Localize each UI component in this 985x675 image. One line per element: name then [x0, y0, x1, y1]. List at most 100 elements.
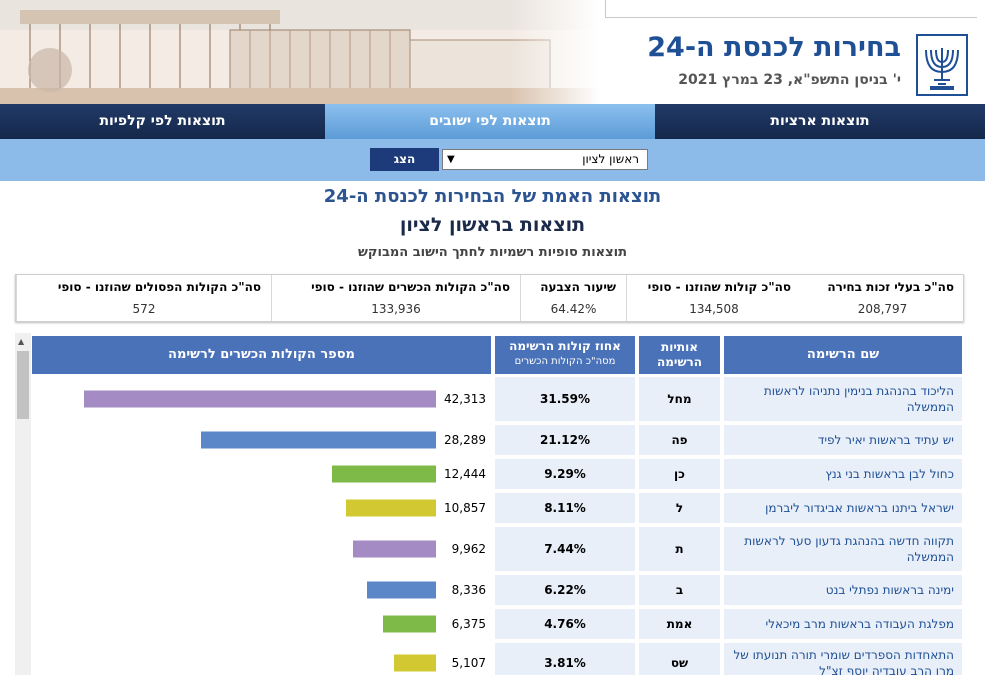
city-dropdown-value: ראשון לציון: [582, 152, 639, 166]
list-name: הליכוד בהנהגת בנימין נתניהו לראשות הממשל…: [724, 377, 962, 421]
list-votes-cell: 10,857: [32, 493, 491, 523]
list-vote-bar: [383, 615, 436, 633]
list-letters: פה: [639, 425, 720, 455]
list-vote-count: 9,962: [451, 542, 486, 556]
stat-label: סה"כ הקולות הפסולים שהוזנו - סופי: [57, 280, 261, 294]
list-vote-percent: 3.81%: [495, 643, 635, 675]
stat-label: סה"כ הקולות הכשרים שהוזנו - סופי: [311, 280, 510, 294]
list-letters: כן: [639, 459, 720, 489]
table-row[interactable]: מפלגת העבודה בראשות מרב מיכאלי אמת 4.76% 6,…: [32, 609, 962, 639]
stat-valid-votes: סה"כ הקולות הכשרים שהוזנו - סופי 133,936: [271, 275, 520, 321]
column-header-valid-votes: מספר הקולות הכשרים לרשימה: [32, 336, 491, 374]
stat-value: 134,508: [689, 302, 739, 316]
column-header-list-name: שם הרשימה: [724, 336, 962, 374]
list-vote-percent: 21.12%: [495, 425, 635, 455]
dropdown-arrow-icon[interactable]: ▼: [447, 154, 455, 165]
list-votes-cell: 28,289: [32, 425, 491, 455]
list-letters: אמת: [639, 609, 720, 639]
show-button[interactable]: הצג: [370, 148, 439, 171]
column-header-list-letters: אותיות הרשימה: [639, 336, 720, 374]
stat-value: 572: [132, 302, 156, 316]
stat-value: 133,936: [371, 302, 421, 316]
list-vote-percent: 4.76%: [495, 609, 635, 639]
main-tabs: תוצאות ארציות תוצאות לפי ישובים תוצאות ל…: [0, 104, 985, 139]
list-vote-bar: [346, 499, 436, 517]
stat-label: שיעור הצבעה: [540, 280, 616, 294]
list-vote-bar: [201, 431, 436, 449]
table-row[interactable]: ישראל ביתנו בראשות אביגדור ליברמן ל 8.11% 1…: [32, 493, 962, 523]
column-header-percent-sublabel: מסה"כ הקולות הכשרים: [514, 356, 616, 367]
list-vote-bar: [353, 540, 436, 558]
stat-label: סה"כ קולות שהוזנו - סופי: [647, 280, 791, 294]
list-letters: ל: [639, 493, 720, 523]
list-vote-percent: 7.44%: [495, 527, 635, 571]
stat-label: סה"כ בעלי זכות בחירה: [827, 280, 954, 294]
list-name: ימינה בראשות נפתלי בנט: [724, 575, 962, 605]
list-name: תקווה חדשה בהנהגת גדעון סער לראשות הממשל…: [724, 527, 962, 571]
column-header-percent: אחוז קולות הרשימה מסה"כ הקולות הכשרים: [495, 336, 635, 374]
list-votes-cell: 42,313: [32, 377, 491, 421]
list-name: ישראל ביתנו בראשות אביגדור ליברמן: [724, 493, 962, 523]
table-row[interactable]: ימינה בראשות נפתלי בנט ב 6.22% 8,336: [32, 575, 962, 605]
list-vote-count: 28,289: [444, 433, 486, 447]
table-row[interactable]: תקווה חדשה בהנהגת גדעון סער לראשות הממשל…: [32, 527, 962, 571]
list-letters: מחל: [639, 377, 720, 421]
list-vote-count: 10,857: [444, 501, 486, 515]
election-date: י' בניסן התשפ"א, 23 במרץ 2021: [678, 72, 901, 88]
table-row[interactable]: יש עתיד בראשות יאיר לפיד פה 21.12% 28,289: [32, 425, 962, 455]
list-name: כחול לבן בראשות בני גנץ: [724, 459, 962, 489]
scrollbar-thumb[interactable]: [17, 351, 29, 419]
stat-value: 64.42%: [550, 302, 597, 316]
list-letters: ת: [639, 527, 720, 571]
stat-votes-counted: סה"כ קולות שהוזנו - סופי 134,508: [626, 275, 801, 321]
stat-value: 208,797: [857, 302, 908, 316]
table-row[interactable]: כחול לבן בראשות בני גנץ כן 9.29% 12,444: [32, 459, 962, 489]
page-title: בחירות לכנסת ה-24: [647, 32, 901, 63]
stat-invalid-votes: סה"כ הקולות הפסולים שהוזנו - סופי 572: [16, 275, 271, 321]
list-vote-bar: [367, 581, 436, 599]
stat-turnout: שיעור הצבעה 64.42%: [520, 275, 626, 321]
city-selector-bar: ראשון לציון ▼ הצג: [0, 139, 985, 181]
results-main-title: תוצאות האמת של הבחירות לכנסת ה-24: [323, 186, 662, 207]
list-votes-cell: 8,336: [32, 575, 491, 605]
list-votes-cell: 12,444: [32, 459, 491, 489]
list-letters: ב: [639, 575, 720, 605]
table-row[interactable]: התאחדות הספרדים שומרי תורה תנועתו של מרן…: [32, 643, 962, 675]
list-vote-percent: 8.11%: [495, 493, 635, 523]
table-row[interactable]: הליכוד בהנהגת בנימין נתניהו לראשות הממשל…: [32, 377, 962, 421]
list-vote-bar: [394, 654, 436, 672]
vertical-scrollbar[interactable]: ▲: [15, 333, 31, 675]
tab-results-by-ballot-box[interactable]: תוצאות לפי קלפיות: [0, 104, 325, 139]
list-vote-count: 42,313: [444, 392, 486, 406]
list-votes-cell: 9,962: [32, 527, 491, 571]
list-vote-percent: 31.59%: [495, 377, 635, 421]
stat-eligible-voters: סה"כ בעלי זכות בחירה 208,797: [801, 275, 964, 321]
results-table: ▲ שם הרשימה אותיות הרשימה אחוז קולות הרש…: [15, 333, 970, 675]
results-subtitle: תוצאות סופיות רשמיות לחתך הישוב המבוקש: [358, 245, 627, 260]
scroll-up-arrow-icon[interactable]: ▲: [18, 337, 25, 346]
list-vote-count: 8,336: [451, 583, 486, 597]
knesset-building-banner: [0, 0, 600, 104]
list-vote-count: 12,444: [444, 467, 486, 481]
column-header-percent-label: אחוז קולות הרשימה: [509, 339, 621, 353]
list-name: יש עתיד בראשות יאיר לפיד: [724, 425, 962, 455]
tab-results-by-city[interactable]: תוצאות לפי ישובים: [325, 104, 655, 139]
tab-national-results[interactable]: תוצאות ארציות: [655, 104, 985, 139]
top-strip: [605, 0, 977, 18]
list-letters: שס: [639, 643, 720, 675]
list-votes-cell: 5,107: [32, 643, 491, 675]
list-vote-count: 6,375: [451, 617, 486, 631]
city-dropdown[interactable]: ראשון לציון ▼: [442, 149, 648, 170]
summary-stats: סה"כ בעלי זכות בחירה 208,797 סה"כ קולות …: [15, 274, 964, 322]
list-vote-percent: 6.22%: [495, 575, 635, 605]
list-vote-bar: [332, 465, 436, 483]
list-name: מפלגת העבודה בראשות מרב מיכאלי: [724, 609, 962, 639]
page-header: בחירות לכנסת ה-24 י' בניסן התשפ"א, 23 במ…: [0, 0, 985, 104]
list-name: התאחדות הספרדים שומרי תורה תנועתו של מרן…: [724, 643, 962, 675]
list-vote-count: 5,107: [451, 656, 486, 670]
list-votes-cell: 6,375: [32, 609, 491, 639]
results-city-title: תוצאות בראשון לציון: [399, 214, 586, 236]
list-vote-bar: [84, 390, 436, 408]
list-vote-percent: 9.29%: [495, 459, 635, 489]
state-emblem-icon: [916, 34, 968, 96]
